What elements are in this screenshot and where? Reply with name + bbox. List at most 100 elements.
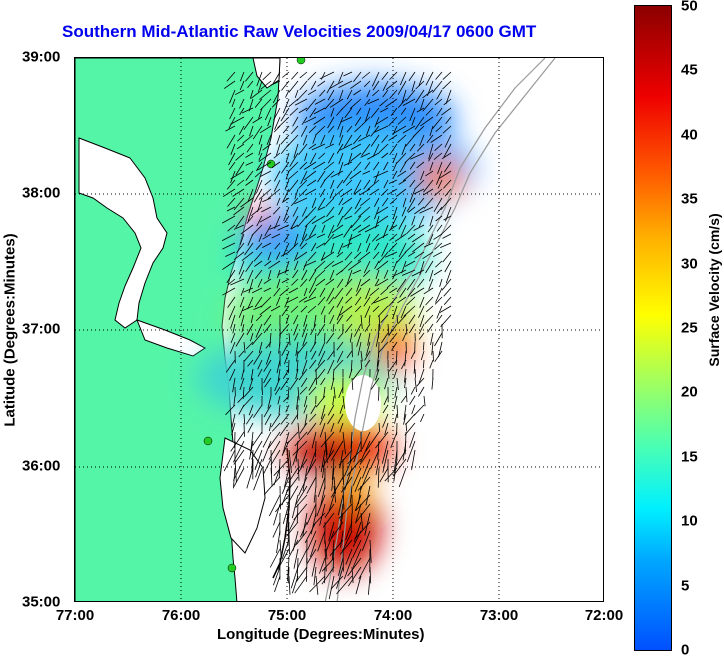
y-tick-label: 36:00 bbox=[22, 457, 61, 475]
velocity-vector bbox=[385, 80, 398, 91]
velocity-vector bbox=[396, 314, 399, 324]
velocity-vector bbox=[392, 161, 398, 171]
velocity-vector bbox=[355, 503, 371, 524]
velocity-vector bbox=[369, 188, 380, 196]
velocity-vector bbox=[382, 449, 389, 473]
y-axis-label: Latitude (Degrees:Minutes) bbox=[1, 233, 19, 427]
velocity-vector bbox=[320, 179, 326, 188]
velocity-vector bbox=[237, 134, 245, 142]
velocity-vector bbox=[308, 224, 317, 238]
velocity-vector bbox=[401, 359, 407, 370]
velocity-vector bbox=[353, 71, 362, 83]
velocity-vector bbox=[389, 287, 398, 294]
velocity-vector bbox=[435, 125, 443, 132]
velocity-vector bbox=[284, 179, 290, 190]
velocity-vector bbox=[426, 305, 434, 313]
station-marker bbox=[227, 563, 237, 573]
velocity-vector bbox=[426, 134, 434, 144]
velocity-vector bbox=[313, 107, 326, 115]
velocity-vector bbox=[409, 395, 416, 405]
velocity-vector bbox=[350, 215, 362, 229]
velocity-vector bbox=[437, 161, 443, 175]
velocity-vector bbox=[273, 152, 281, 159]
velocity-vector bbox=[435, 287, 443, 303]
velocity-vector bbox=[381, 188, 389, 196]
velocity-vector bbox=[263, 404, 272, 418]
velocity-vector bbox=[299, 233, 308, 247]
velocity-vector bbox=[406, 296, 416, 306]
velocity-vector bbox=[418, 323, 425, 335]
velocity-vector bbox=[349, 170, 362, 180]
velocity-vector bbox=[332, 233, 344, 239]
velocity-vector bbox=[336, 305, 344, 321]
velocity-vector bbox=[398, 215, 407, 230]
velocity-vector bbox=[243, 413, 246, 424]
velocity-vector bbox=[434, 296, 443, 305]
y-tick-label: 35:00 bbox=[22, 593, 61, 611]
velocity-vector bbox=[246, 467, 254, 489]
colorbar-tick-label: 45 bbox=[681, 61, 698, 79]
velocity-vector bbox=[241, 251, 254, 262]
velocity-vector bbox=[371, 71, 380, 87]
velocity-vector bbox=[365, 341, 371, 356]
velocity-vector bbox=[391, 341, 398, 351]
velocity-vector bbox=[307, 89, 317, 96]
velocity-vector bbox=[285, 404, 290, 413]
velocity-vector bbox=[433, 152, 443, 160]
colorbar-tick-label: 25 bbox=[681, 319, 698, 337]
colorbar-tick-label: 5 bbox=[681, 577, 690, 595]
velocity-vector bbox=[431, 377, 434, 390]
velocity-vector bbox=[418, 305, 425, 318]
velocity-vector bbox=[437, 179, 443, 189]
velocity-vector bbox=[382, 80, 389, 92]
velocity-vector bbox=[258, 341, 263, 354]
velocity-vector bbox=[354, 197, 362, 210]
velocity-vector bbox=[441, 152, 452, 160]
velocity-vector bbox=[364, 224, 380, 233]
velocity-vector bbox=[442, 71, 452, 80]
velocity-vector bbox=[309, 413, 317, 422]
velocity-vector bbox=[353, 179, 362, 194]
velocity-vector bbox=[272, 521, 281, 538]
velocity-vector bbox=[444, 134, 452, 148]
velocity-vector bbox=[304, 413, 308, 426]
velocity-vector bbox=[331, 467, 335, 491]
velocity-vector bbox=[346, 89, 353, 100]
velocity-vector bbox=[406, 197, 416, 212]
velocity-vector bbox=[317, 530, 326, 552]
velocity-vector bbox=[253, 305, 263, 310]
velocity-vector bbox=[319, 89, 326, 97]
velocity-vector bbox=[280, 143, 290, 154]
velocity-vector bbox=[265, 341, 272, 349]
velocity-vector bbox=[288, 566, 290, 584]
velocity-vector bbox=[243, 341, 246, 354]
velocity-vector bbox=[249, 440, 254, 460]
velocity-vector bbox=[320, 404, 326, 420]
velocity-vector bbox=[434, 143, 443, 151]
velocity-vector bbox=[407, 233, 416, 240]
velocity-vector bbox=[414, 251, 425, 259]
velocity-vector bbox=[229, 89, 236, 104]
velocity-vector bbox=[303, 395, 308, 407]
velocity-vector bbox=[294, 575, 308, 594]
velocity-vector bbox=[273, 566, 281, 586]
velocity-vector bbox=[327, 125, 335, 133]
velocity-vector bbox=[277, 269, 281, 279]
velocity-vector bbox=[324, 98, 335, 110]
velocity-vector bbox=[436, 170, 443, 185]
velocity-vector bbox=[305, 206, 317, 219]
velocity-vector bbox=[400, 305, 407, 319]
velocity-vector bbox=[339, 512, 344, 530]
velocity-vector bbox=[308, 143, 317, 150]
velocity-vector bbox=[284, 350, 290, 365]
velocity-vector bbox=[263, 278, 272, 285]
velocity-vector bbox=[361, 431, 371, 450]
velocity-vector bbox=[338, 71, 344, 83]
velocity-vector bbox=[381, 242, 389, 257]
velocity-vector bbox=[230, 278, 245, 286]
velocity-vector bbox=[230, 170, 245, 180]
velocity-vector bbox=[438, 170, 452, 180]
velocity-vector bbox=[378, 143, 389, 154]
velocity-vector bbox=[336, 179, 344, 189]
velocity-vector bbox=[290, 413, 299, 425]
